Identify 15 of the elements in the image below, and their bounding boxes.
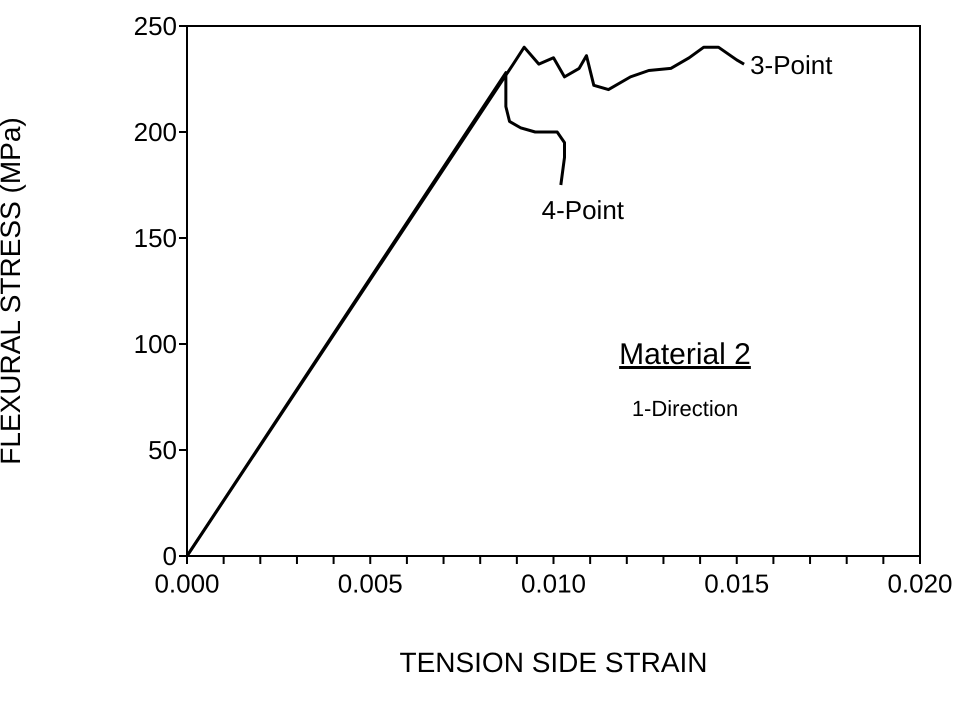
y-axis-title: FLEXURAL STRESS (MPa) <box>0 117 26 465</box>
x-tick-label: 0.020 <box>887 568 953 598</box>
annotation: 1-Direction <box>630 396 740 422</box>
annotation: Material 2 <box>618 338 752 372</box>
y-tick-label: 50 <box>148 435 177 466</box>
x-tick-label: 0.005 <box>338 568 403 598</box>
x-axis-title: TENSION SIDE STRAIN <box>399 647 708 678</box>
y-tick-label: 150 <box>134 223 177 254</box>
x-tick-label: 0.015 <box>704 568 770 598</box>
y-tick-label: 100 <box>134 329 177 360</box>
series-label: 3-Point <box>750 50 834 80</box>
x-tick-label: 0.010 <box>520 568 586 598</box>
y-tick-label: 250 <box>134 11 177 42</box>
y-tick-label: 200 <box>134 117 177 148</box>
series-label: 4-Point <box>542 195 625 225</box>
